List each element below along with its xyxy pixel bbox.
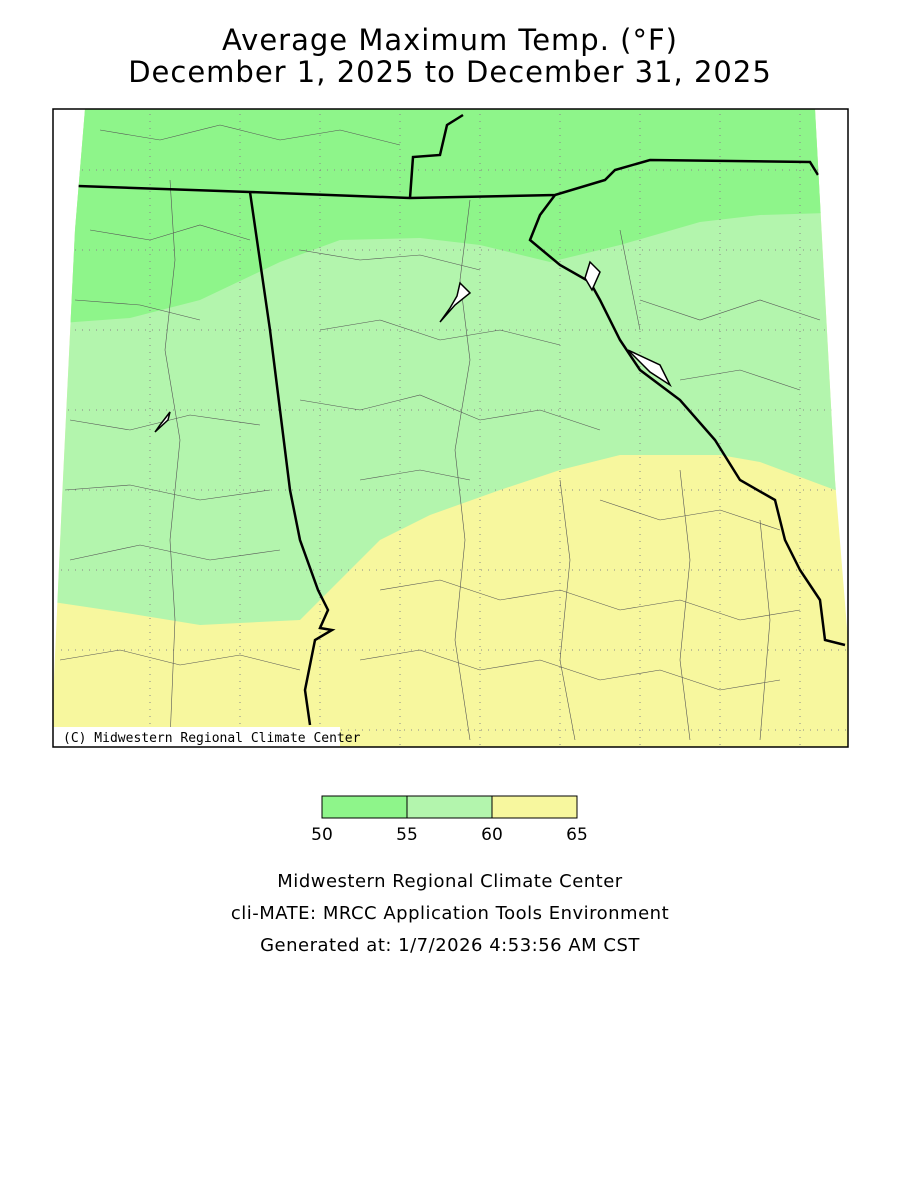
credit-box [53, 727, 340, 747]
title-line: December 1, 2025 to December 31, 2025 [128, 55, 772, 89]
grid [53, 109, 848, 747]
credit: (C) Midwestern Regional Climate Center [63, 731, 361, 746]
footer-line: cli-MATE: MRCC Application Tools Environ… [231, 903, 669, 924]
legend-bin [321, 795, 408, 819]
counties [59, 124, 821, 741]
legend-tick-label: 50 [311, 825, 333, 845]
legend-bin [491, 795, 578, 819]
lakes [154, 260, 672, 433]
legend-tick-label: 55 [396, 825, 418, 845]
footer-line: Generated at: 1/7/2026 4:53:56 AM CST [260, 935, 640, 956]
legend: 50 55 60 65 [311, 795, 588, 845]
zone [53, 109, 848, 325]
title-line: Average Maximum Temp. (°F) [222, 23, 678, 57]
legend-tick-label: 60 [481, 825, 503, 845]
legend-tick-label: 65 [566, 825, 588, 845]
legend-bin [406, 795, 493, 819]
footer-line: Midwestern Regional Climate Center [277, 871, 623, 892]
map: (C) Midwestern Regional Climate Center [53, 109, 848, 747]
state-borders [77, 113, 846, 726]
map-frame [52, 108, 849, 748]
